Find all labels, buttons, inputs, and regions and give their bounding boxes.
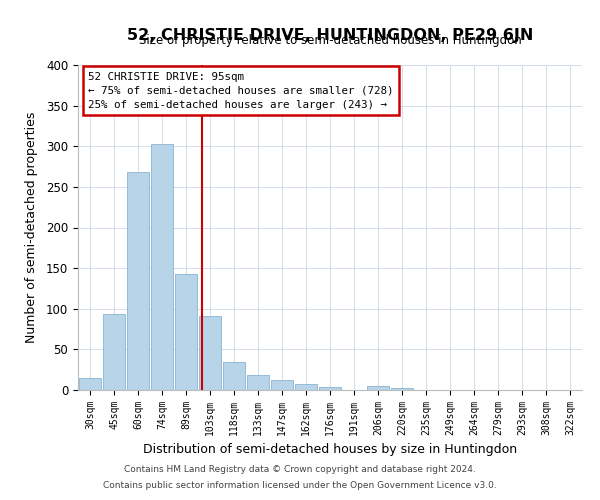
Bar bbox=[223, 362, 245, 390]
Bar bbox=[295, 384, 317, 390]
Y-axis label: Number of semi-detached properties: Number of semi-detached properties bbox=[25, 112, 38, 343]
Bar bbox=[319, 387, 341, 390]
Bar bbox=[151, 144, 173, 390]
Bar bbox=[391, 388, 413, 390]
Bar bbox=[271, 380, 293, 390]
Bar bbox=[175, 274, 197, 390]
Text: 52 CHRISTIE DRIVE: 95sqm
← 75% of semi-detached houses are smaller (728)
25% of : 52 CHRISTIE DRIVE: 95sqm ← 75% of semi-d… bbox=[88, 72, 394, 110]
Text: Size of property relative to semi-detached houses in Huntingdon: Size of property relative to semi-detach… bbox=[139, 34, 521, 47]
Bar bbox=[127, 172, 149, 390]
Title: 52, CHRISTIE DRIVE, HUNTINGDON, PE29 6JN: 52, CHRISTIE DRIVE, HUNTINGDON, PE29 6JN bbox=[127, 28, 533, 43]
Bar bbox=[79, 378, 101, 390]
Text: Contains HM Land Registry data © Crown copyright and database right 2024.: Contains HM Land Registry data © Crown c… bbox=[124, 466, 476, 474]
Bar bbox=[367, 386, 389, 390]
Text: Contains public sector information licensed under the Open Government Licence v3: Contains public sector information licen… bbox=[103, 480, 497, 490]
Bar bbox=[103, 314, 125, 390]
Bar bbox=[199, 316, 221, 390]
X-axis label: Distribution of semi-detached houses by size in Huntingdon: Distribution of semi-detached houses by … bbox=[143, 444, 517, 456]
Bar bbox=[247, 376, 269, 390]
